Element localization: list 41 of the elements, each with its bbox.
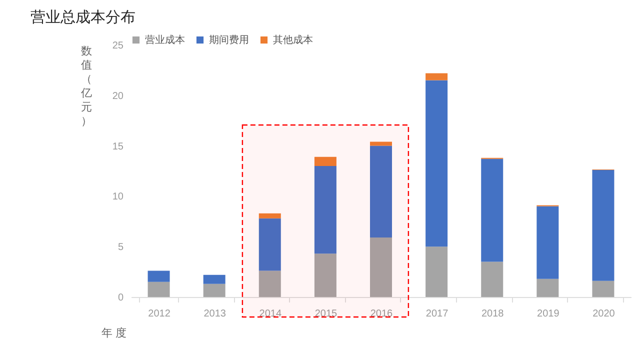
legend-label: 其他成本 xyxy=(273,34,313,46)
bar xyxy=(314,166,336,254)
bar xyxy=(370,146,392,238)
bar xyxy=(370,142,392,146)
bar xyxy=(258,218,281,271)
y-tick-label: 5 xyxy=(118,242,124,254)
x-tick-label: 2012 xyxy=(148,308,171,320)
bar xyxy=(536,278,559,297)
bar xyxy=(426,73,448,80)
bar xyxy=(314,254,336,297)
y-tick-label: 20 xyxy=(112,90,124,102)
legend-label: 营业成本 xyxy=(145,34,185,46)
bar xyxy=(370,238,392,297)
bar xyxy=(258,270,281,297)
y-tick-label: 0 xyxy=(118,292,124,304)
bar xyxy=(426,246,448,297)
x-tick-label: 2018 xyxy=(481,308,504,320)
bar xyxy=(203,284,226,297)
y-axis-title: 数值（亿元） xyxy=(80,46,92,128)
legend-label: 期间费用 xyxy=(209,34,249,46)
bar xyxy=(258,213,281,218)
x-tick-label: 2019 xyxy=(537,308,560,320)
x-tick-label: 2020 xyxy=(592,308,616,320)
x-axis-title: 年 度 xyxy=(102,326,127,340)
bar xyxy=(148,270,170,282)
y-tick-label: 15 xyxy=(112,141,124,152)
bar xyxy=(592,170,614,281)
chart-title: 营业总成本分布 xyxy=(30,9,136,26)
bar xyxy=(203,274,226,284)
y-tick-label: 25 xyxy=(112,40,124,52)
bar xyxy=(592,280,614,297)
bar xyxy=(314,156,336,166)
bar xyxy=(148,282,170,297)
bar xyxy=(481,262,504,297)
bar xyxy=(426,80,448,247)
x-tick-label: 2013 xyxy=(204,308,226,320)
y-tick-label: 10 xyxy=(112,192,124,203)
bar xyxy=(536,206,559,279)
x-tick-label: 2017 xyxy=(426,308,449,320)
x-tick-label: 2014 xyxy=(259,308,282,320)
bar xyxy=(481,158,504,262)
